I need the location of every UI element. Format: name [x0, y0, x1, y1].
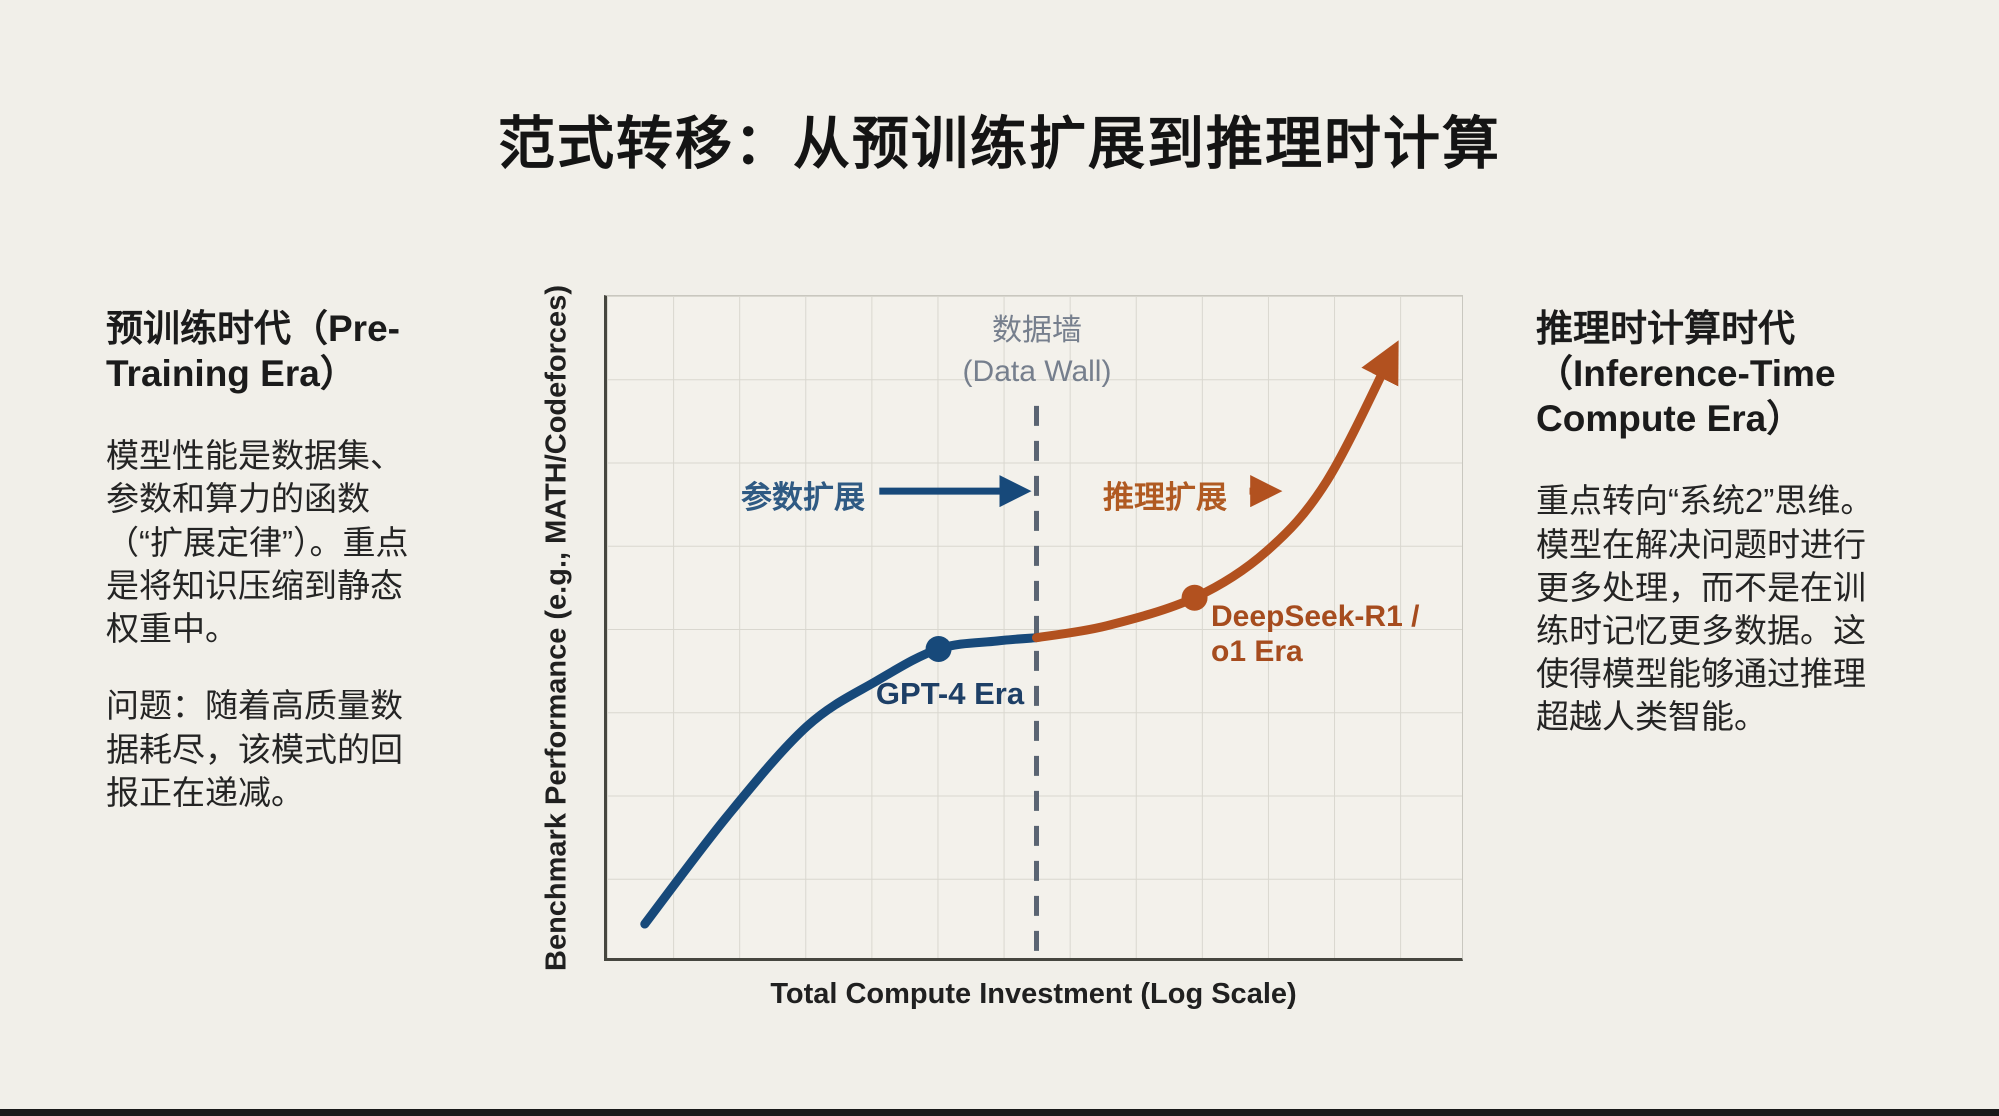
inference-era-panel: 推理时计算时代（Inference-Time Compute Era） 重点转向… [1536, 306, 1874, 739]
pretraining-era-body: 模型性能是数据集、参数和算力的函数（“扩展定律”）。重点是将知识压缩到静态权重中… [106, 437, 409, 648]
inference-era-heading: 推理时计算时代（Inference-Time Compute Era） [1536, 308, 1836, 440]
pretraining-era-problem: 问题：随着高质量数据耗尽，该模式的回报正在递减。 [106, 687, 403, 811]
parameter-scaling-label: 参数扩展 [741, 480, 865, 515]
chart-canvas [640, 340, 1399, 962]
data-wall-label-zh: 数据墙 [992, 314, 1082, 347]
pretraining-era-heading: 预训练时代（Pre-Training Era） [106, 308, 400, 395]
bottom-edge-bar [0, 1109, 1999, 1116]
deepseek-r1-o1-era-point-label: DeepSeek-R1 / o1 Era [1211, 600, 1420, 669]
x-axis-label: Total Compute Investment (Log Scale) [770, 978, 1297, 1010]
inference-scaling-label: 推理扩展 [1103, 480, 1227, 515]
inference-era-body: 重点转向“系统2”思维。模型在解决问题时进行更多处理，而不是在训练时记忆更多数据… [1536, 482, 1874, 736]
pretraining-era-panel: 预训练时代（Pre-Training Era） 模型性能是数据集、参数和算力的函… [106, 306, 424, 814]
data-wall-annotation: 数据墙 (Data Wall) [907, 310, 1167, 393]
y-axis-label: Benchmark Performance (e.g., MATH/Codefo… [540, 285, 573, 971]
chart-plot-area: 数据墙 (Data Wall) 参数扩展 推理扩展 GPT-4 Era Deep… [604, 295, 1463, 962]
gpt4-era-point-label: GPT-4 Era [875, 676, 1025, 711]
page-title: 范式转移：从预训练扩展到推理时计算 [498, 112, 1501, 176]
data-wall-label-en: (Data Wall) [962, 355, 1112, 389]
